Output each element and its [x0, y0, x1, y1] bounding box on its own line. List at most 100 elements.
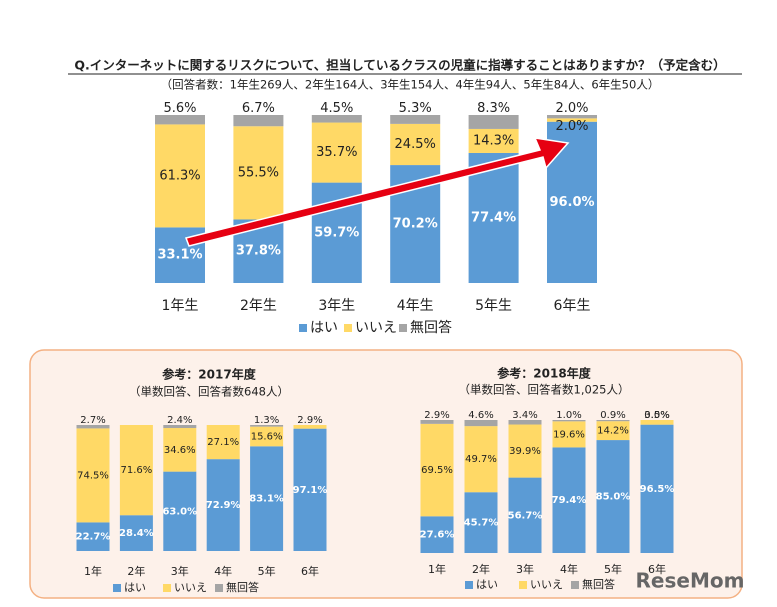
chart-title: Q.インターネットに関するリスクについて、担当しているクラスの児童に指導すること… [74, 58, 725, 73]
bar-segment [163, 425, 197, 429]
bar-segment [508, 424, 542, 478]
bar-segment [390, 115, 441, 124]
bar-segment [464, 420, 498, 427]
trend-arrow [185, 137, 570, 247]
bar-segment [596, 421, 630, 441]
x-tick-label: 4年生 [397, 298, 434, 314]
chart-subtitle: （回答者数：1年生269人、2年生164人、3年生154人、4年生94人、5年生… [161, 78, 660, 92]
bar-segment [547, 115, 597, 119]
legend-swatch [465, 581, 473, 589]
data-label: 28.4% [119, 528, 154, 539]
data-label: 74.5% [77, 470, 109, 481]
legend-label: 無回答 [226, 580, 259, 594]
data-label: 63.0% [162, 506, 197, 517]
x-tick-label: 2年 [472, 562, 490, 576]
bar-segment [250, 425, 284, 427]
bar-segment [155, 115, 205, 125]
x-tick-label: 1年生 [162, 298, 199, 314]
x-tick-label: 2年生 [240, 298, 277, 314]
data-label: 79.4% [552, 495, 587, 506]
bar-segment [552, 420, 586, 422]
data-label: 2.9% [424, 410, 449, 421]
data-label: 15.6% [251, 431, 283, 442]
data-label: 4.6% [468, 410, 493, 421]
data-label: 3.4% [512, 410, 537, 421]
bar-segment [206, 425, 240, 460]
bar-segment [596, 420, 630, 422]
data-label: 39.9% [509, 446, 541, 457]
data-label: 71.6% [121, 465, 153, 476]
bar-segment [119, 515, 153, 551]
legend-label: いいえ [174, 581, 207, 594]
x-tick-label: 5年 [258, 564, 276, 578]
legend-swatch [519, 581, 527, 589]
legend-swatch [113, 584, 121, 592]
legend-label: はい [124, 581, 146, 594]
bar-segment [547, 118, 597, 122]
watermark: ReseMom [636, 569, 745, 593]
data-label: 83.1% [249, 494, 284, 505]
bar-segment [552, 421, 586, 448]
bar-segment [311, 122, 362, 183]
bar-segment [420, 420, 454, 424]
legend-swatch [399, 324, 407, 332]
bar-segment [76, 428, 110, 523]
data-label: 56.7% [508, 510, 543, 521]
data-label: 61.3% [159, 168, 200, 183]
bar-segment [596, 440, 630, 553]
data-label: 1.0% [556, 410, 581, 421]
x-tick-label: 6年 [648, 562, 666, 576]
legend-swatch [163, 584, 171, 592]
bar-segment [206, 459, 240, 551]
x-tick-label: 6年 [301, 564, 319, 578]
data-label: 19.6% [553, 429, 585, 440]
legend-label: 無回答 [582, 577, 615, 591]
data-label: 6.7% [242, 101, 275, 116]
data-label: 14.2% [597, 426, 629, 437]
bar-segment [163, 428, 197, 472]
data-label: 3.5% [644, 410, 669, 421]
bar-segment [420, 516, 454, 553]
data-label: 14.3% [473, 133, 514, 148]
bar-segment [552, 447, 586, 553]
data-label: 33.1% [157, 248, 202, 263]
bar-segment [119, 425, 153, 516]
x-tick-label: 1年 [84, 564, 102, 578]
data-label: 0.9% [600, 410, 625, 421]
data-label: 8.3% [477, 101, 510, 116]
data-label: 34.6% [164, 445, 196, 456]
bar-segment [390, 123, 441, 166]
bar-segment [464, 492, 498, 553]
bar-segment [155, 124, 205, 228]
data-label: 72.9% [206, 500, 241, 511]
x-tick-label: 1年 [428, 562, 446, 576]
chart-title: 参考：2018年度 [497, 366, 591, 381]
data-label: 5.3% [399, 101, 432, 116]
x-tick-label: 3年 [516, 562, 534, 576]
legend-label: はい [310, 320, 338, 336]
chart-subtitle: （単数回答、回答者数1,025人） [459, 383, 630, 397]
legend-label: 無回答 [410, 319, 452, 336]
data-label: 37.8% [236, 244, 281, 259]
bar-segment [233, 115, 284, 127]
data-label: 27.1% [207, 437, 239, 448]
bar-segment [163, 471, 197, 551]
charts: 1年生 33.1% 61.3% 5.6% 2年生 37.8% 55.5% 6.7% 3年生 59.… [76, 101, 675, 594]
bar-segment [293, 425, 327, 429]
data-label: 49.7% [465, 454, 497, 465]
data-label: 45.7% [464, 518, 499, 529]
data-label: 55.5% [238, 165, 279, 180]
x-tick-label: 2年 [127, 564, 145, 578]
data-label: 2.4% [167, 415, 192, 426]
data-label: 2.0% [555, 101, 588, 116]
bar-segment [464, 426, 498, 493]
legend-label: はい [476, 578, 498, 591]
data-label: 22.7% [76, 532, 111, 543]
bar-segment [468, 152, 519, 283]
data-label: 0.0% [644, 410, 669, 421]
bar-segment [508, 477, 542, 553]
legend-swatch [571, 581, 579, 589]
x-tick-label: 5年 [604, 562, 622, 576]
bar-segment [640, 424, 674, 553]
